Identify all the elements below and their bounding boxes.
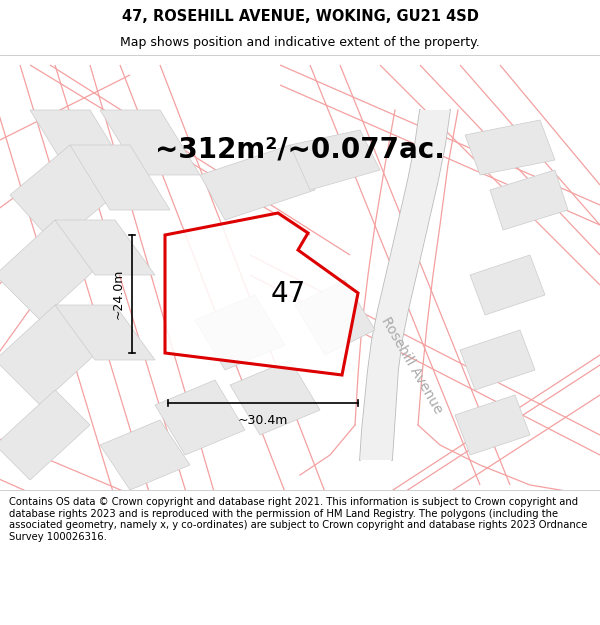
Text: 47: 47	[271, 280, 306, 308]
Polygon shape	[55, 220, 155, 275]
Polygon shape	[295, 280, 375, 355]
Text: ~24.0m: ~24.0m	[112, 269, 125, 319]
Text: Contains OS data © Crown copyright and database right 2021. This information is : Contains OS data © Crown copyright and d…	[9, 497, 587, 542]
Polygon shape	[70, 145, 170, 210]
Polygon shape	[360, 110, 450, 460]
Text: ~312m²/~0.077ac.: ~312m²/~0.077ac.	[155, 136, 445, 164]
Polygon shape	[0, 390, 90, 480]
Polygon shape	[100, 420, 190, 490]
Polygon shape	[200, 145, 315, 220]
Polygon shape	[470, 255, 545, 315]
Polygon shape	[155, 380, 245, 455]
Polygon shape	[465, 120, 555, 175]
Polygon shape	[230, 360, 320, 435]
Polygon shape	[460, 330, 535, 390]
Polygon shape	[490, 170, 568, 230]
Text: Rosehill Avenue: Rosehill Avenue	[379, 314, 445, 416]
Polygon shape	[10, 145, 115, 245]
Polygon shape	[455, 395, 530, 455]
Text: ~30.4m: ~30.4m	[238, 414, 288, 428]
Polygon shape	[165, 213, 358, 375]
Text: 47, ROSEHILL AVENUE, WOKING, GU21 4SD: 47, ROSEHILL AVENUE, WOKING, GU21 4SD	[122, 9, 478, 24]
Polygon shape	[290, 130, 380, 190]
Polygon shape	[195, 295, 285, 370]
Polygon shape	[55, 305, 155, 360]
Polygon shape	[0, 220, 100, 320]
Polygon shape	[30, 110, 130, 175]
Polygon shape	[100, 110, 200, 175]
Text: Map shows position and indicative extent of the property.: Map shows position and indicative extent…	[120, 36, 480, 49]
Polygon shape	[0, 305, 100, 405]
